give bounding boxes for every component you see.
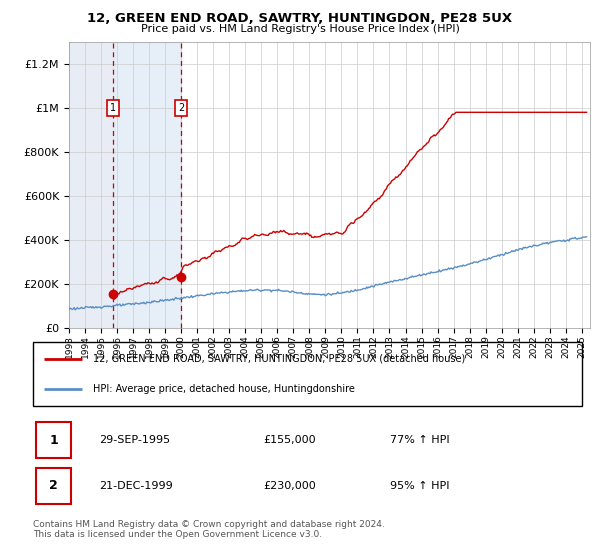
Bar (69, 42, 113, 328)
Text: £230,000: £230,000 (263, 481, 316, 491)
Text: HPI: Average price, detached house, Huntingdonshire: HPI: Average price, detached house, Hunt… (94, 384, 355, 394)
Text: Price paid vs. HM Land Registry's House Price Index (HPI): Price paid vs. HM Land Registry's House … (140, 24, 460, 34)
Text: 12, GREEN END ROAD, SAWTRY, HUNTINGDON, PE28 5UX: 12, GREEN END ROAD, SAWTRY, HUNTINGDON, … (88, 12, 512, 25)
Text: 1: 1 (49, 433, 58, 447)
Text: 77% ↑ HPI: 77% ↑ HPI (390, 435, 449, 445)
Text: 21-DEC-1999: 21-DEC-1999 (99, 481, 173, 491)
Text: 95% ↑ HPI: 95% ↑ HPI (390, 481, 449, 491)
FancyBboxPatch shape (36, 422, 71, 458)
Text: 1: 1 (110, 103, 116, 113)
FancyBboxPatch shape (36, 468, 71, 504)
Bar (113, 42, 181, 328)
Text: 12, GREEN END ROAD, SAWTRY, HUNTINGDON, PE28 5UX (detached house): 12, GREEN END ROAD, SAWTRY, HUNTINGDON, … (94, 354, 466, 364)
Text: 2: 2 (49, 479, 58, 492)
Text: Contains HM Land Registry data © Crown copyright and database right 2024.
This d: Contains HM Land Registry data © Crown c… (33, 520, 385, 539)
Text: 2: 2 (178, 103, 184, 113)
Text: £155,000: £155,000 (263, 435, 316, 445)
Bar (69, 42, 113, 328)
Text: 29-SEP-1995: 29-SEP-1995 (99, 435, 170, 445)
